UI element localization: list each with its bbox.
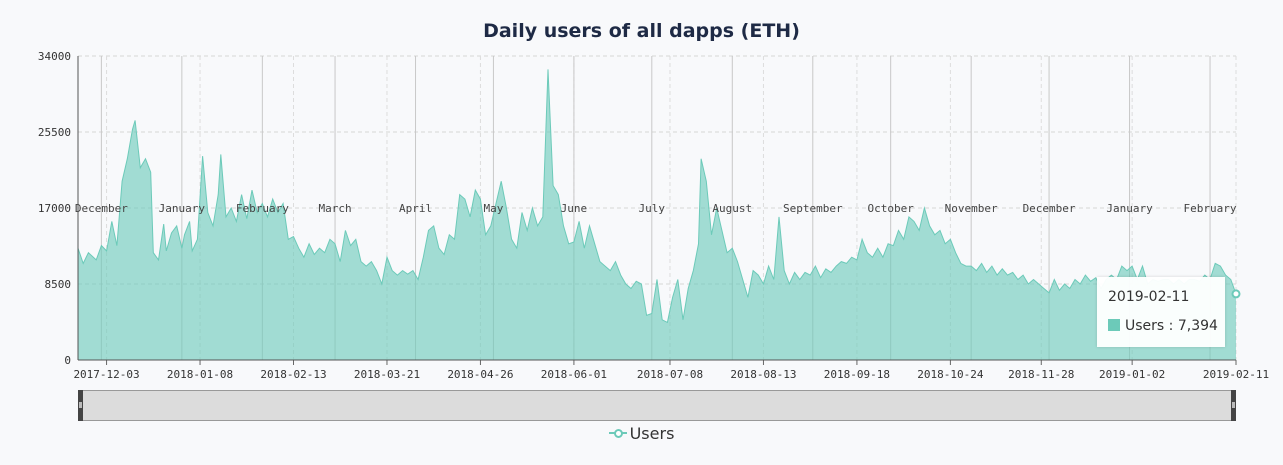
x-tick-label: 2018-10-24: [917, 368, 984, 381]
month-marker-label: December: [1023, 202, 1076, 215]
x-tick-label: 2018-04-26: [447, 368, 513, 381]
tooltip-value: 7,394: [1177, 318, 1218, 334]
zoom-slider[interactable]: [78, 390, 1236, 421]
month-marker-label: May: [483, 202, 503, 215]
label-layer: 0 8500 17000 25500 34000 2017-12-03 2018-01-08…: [38, 50, 1269, 381]
month-marker-label: October: [867, 202, 914, 215]
tooltip-date: 2019-02-11: [1108, 289, 1190, 305]
series-line-users: [77, 69, 1237, 324]
month-marker-label: September: [783, 202, 843, 215]
series-area-users[interactable]: [78, 69, 1236, 361]
tooltip-series-name: Users: [1125, 318, 1165, 334]
month-marker-label: March: [318, 202, 351, 215]
legend: Users: [0, 423, 1283, 443]
x-tick-label: 2018-06-01: [541, 368, 607, 381]
month-marker-label: April: [399, 202, 432, 215]
y-tick-label: 17000: [38, 202, 71, 215]
month-marker-label: June: [561, 202, 588, 215]
chart-canvas: 0 8500 17000 25500 34000 2017-12-03 2018-01-08…: [38, 50, 1269, 381]
x-tick-label: 2017-12-03: [73, 368, 139, 381]
axis-layer: [77, 56, 1237, 365]
month-marker-label: July: [639, 202, 666, 215]
month-marker-label: January: [1106, 202, 1153, 215]
y-tick-label: 25500: [38, 126, 71, 139]
month-marker-label: February: [236, 202, 289, 215]
legend-label: Users: [629, 423, 675, 443]
x-tick-label: 2019-01-02: [1099, 368, 1165, 381]
y-tick-label: 34000: [38, 50, 71, 63]
month-marker-label: August: [712, 202, 752, 215]
zoom-handle-left[interactable]: [78, 390, 83, 421]
month-marker-label: January: [159, 202, 206, 215]
x-tick-label: 2018-02-13: [260, 368, 326, 381]
month-marker-label: February: [1184, 202, 1237, 215]
tooltip-value-row: Users : 7,394: [1108, 318, 1218, 334]
tooltip-separator: :: [1164, 318, 1178, 334]
highlight-point: [1231, 289, 1241, 299]
y-tick-label: 8500: [45, 278, 72, 291]
legend-item-users[interactable]: Users: [608, 423, 675, 443]
x-tick-label: 2018-09-18: [824, 368, 890, 381]
tooltip-swatch-icon: [1108, 319, 1120, 331]
x-tick-label: 2019-02-11: [1203, 368, 1269, 381]
x-tick-label: 2018-07-08: [637, 368, 703, 381]
month-marker-label: November: [945, 202, 998, 215]
x-tick-label: 2018-08-13: [730, 368, 796, 381]
area-layer[interactable]: [77, 69, 1241, 361]
data-tooltip: 2019-02-11 Users : 7,394: [1097, 277, 1225, 347]
x-tick-label: 2018-03-21: [354, 368, 420, 381]
month-marker-label: December: [75, 202, 128, 215]
chart-title: Daily users of all dapps (ETH): [483, 20, 800, 42]
y-tick-label: 0: [64, 354, 71, 367]
x-tick-label: 2018-11-28: [1008, 368, 1074, 381]
x-tick-label: 2018-01-08: [167, 368, 233, 381]
line-marker-icon: [608, 428, 627, 438]
zoom-handle-right[interactable]: [1231, 390, 1236, 421]
